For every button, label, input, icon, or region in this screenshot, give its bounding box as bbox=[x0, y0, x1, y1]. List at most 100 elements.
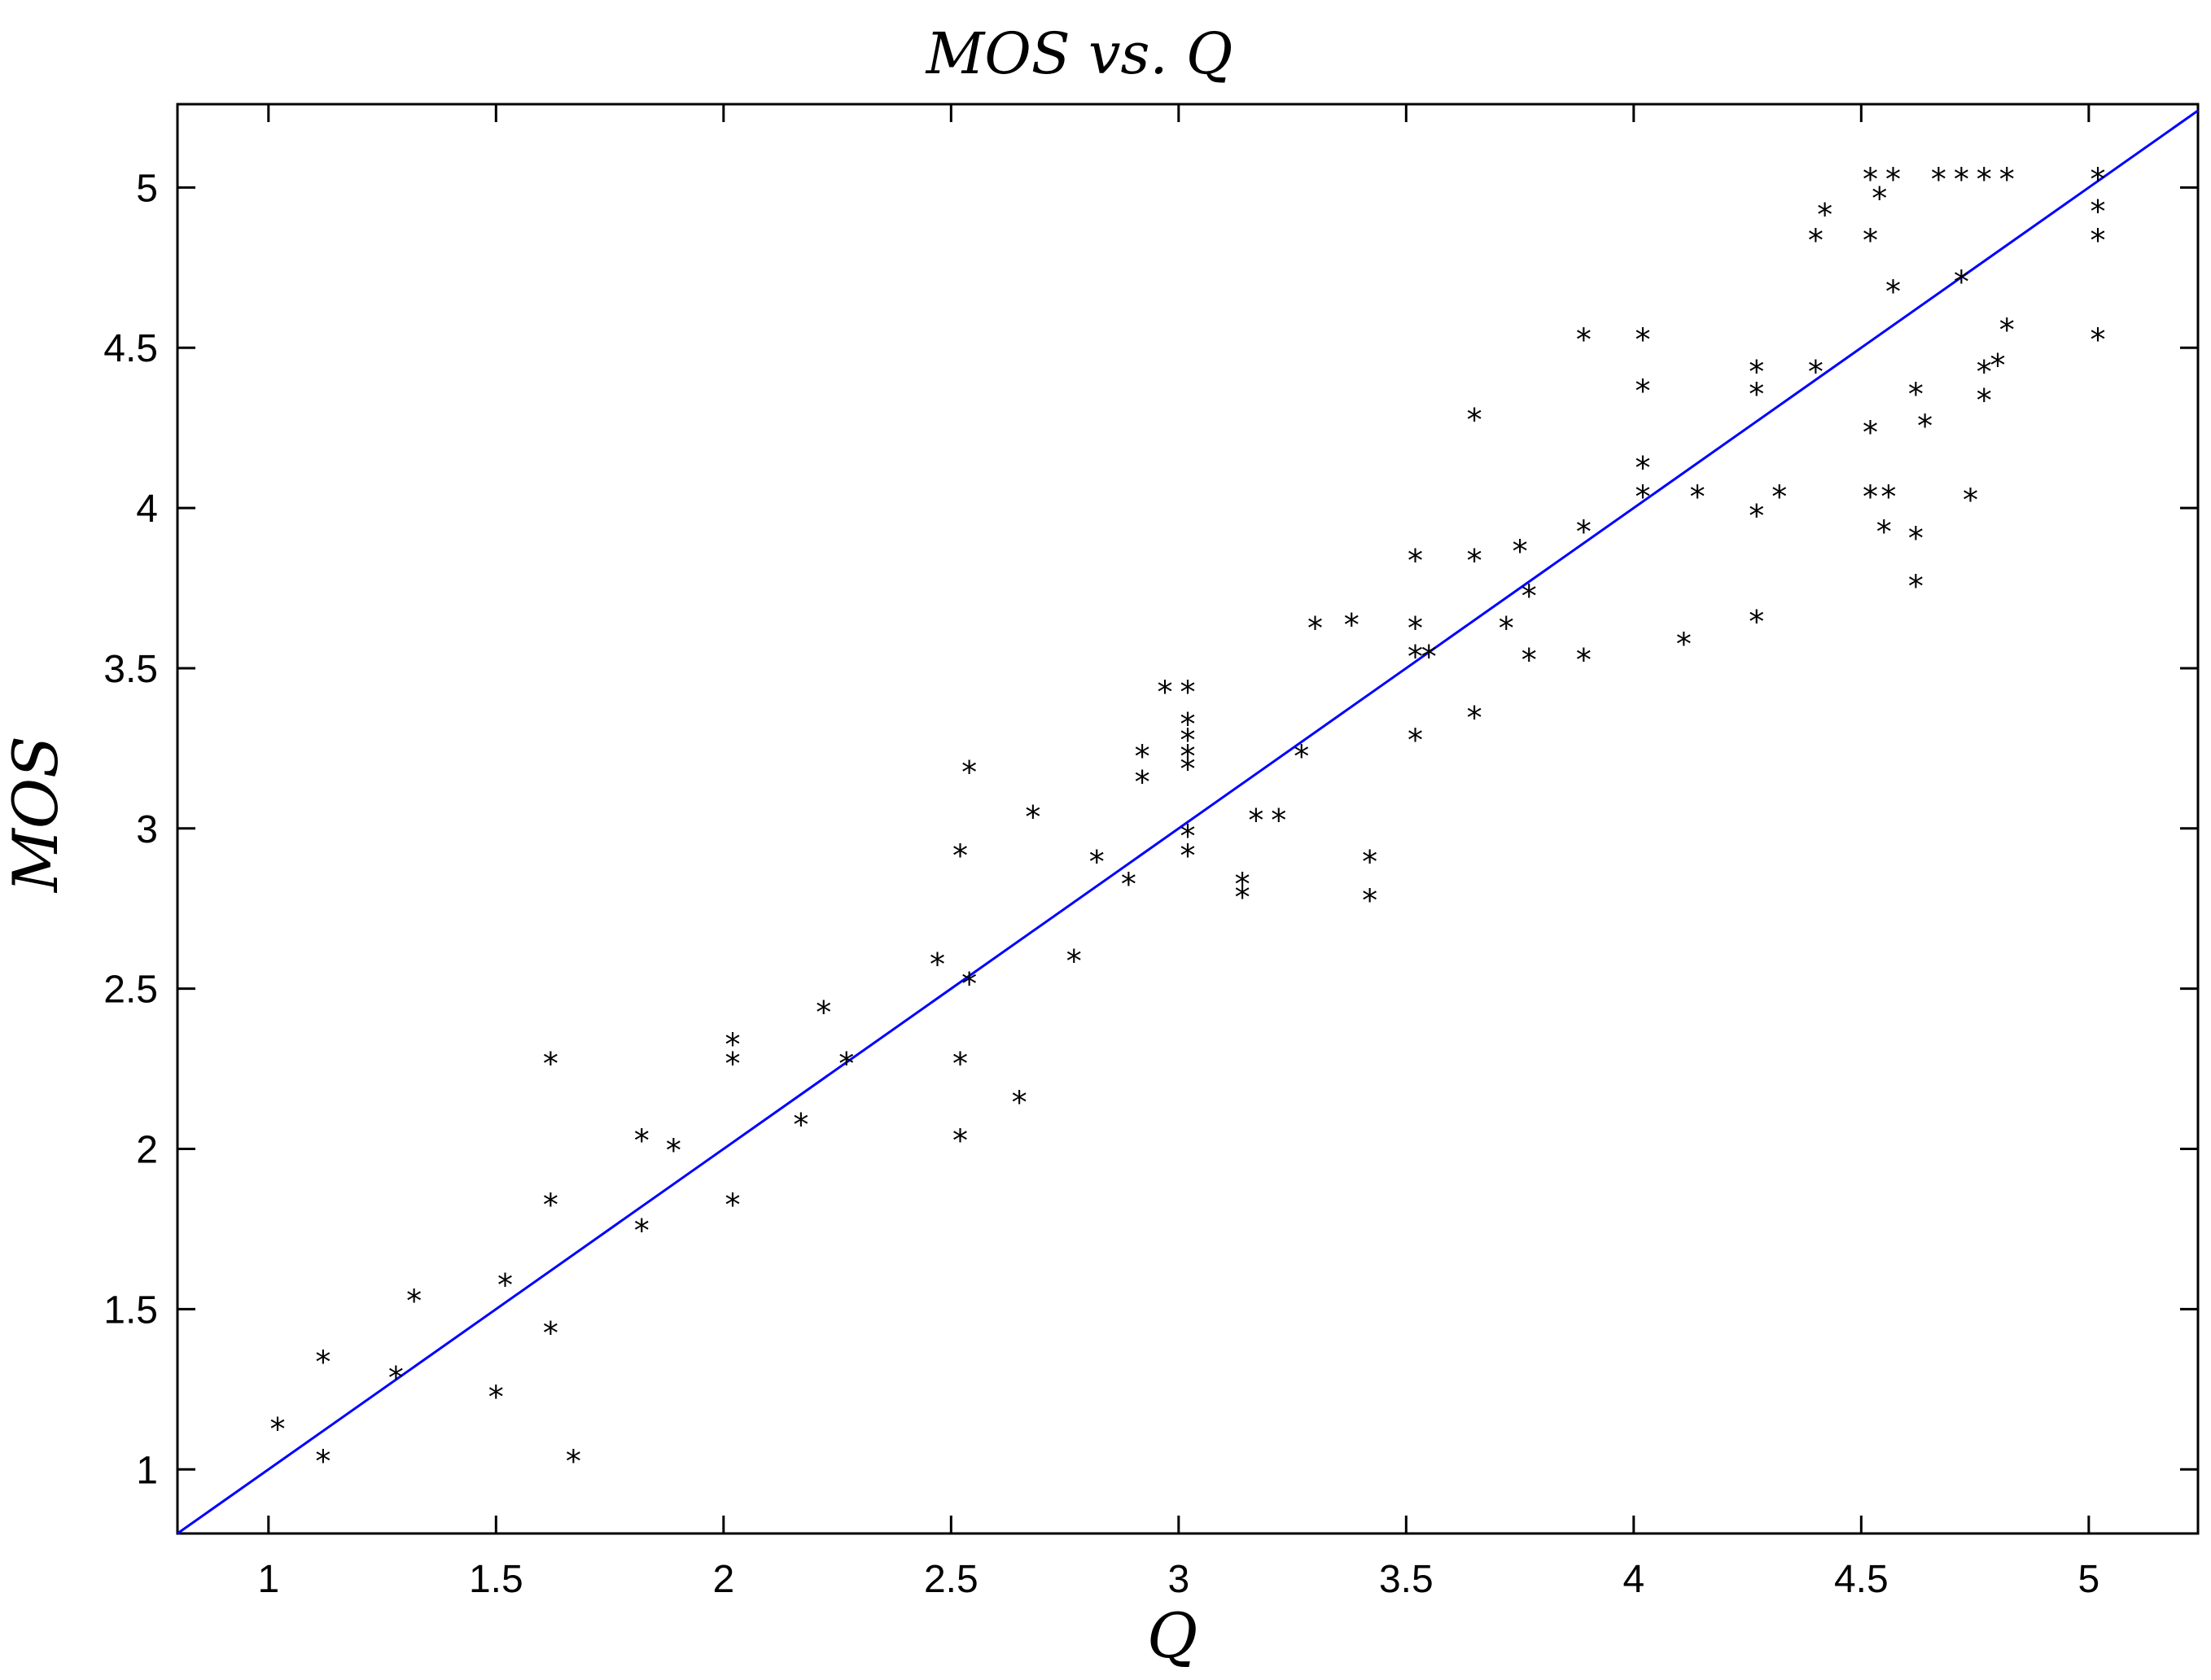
data-point: * bbox=[1408, 610, 1423, 646]
data-point: * bbox=[1863, 415, 1878, 451]
data-point: * bbox=[1180, 751, 1196, 787]
data-point: * bbox=[1421, 639, 1437, 675]
y-tick-label: 4 bbox=[136, 488, 158, 531]
data-point: * bbox=[406, 1284, 422, 1319]
regression-line bbox=[177, 109, 2199, 1535]
data-point: * bbox=[1467, 543, 1482, 579]
data-point: * bbox=[1908, 521, 1924, 557]
data-point: * bbox=[952, 1046, 968, 1082]
data-point: * bbox=[1180, 738, 1196, 774]
data-point: * bbox=[1235, 879, 1250, 915]
data-point: * bbox=[1025, 799, 1040, 835]
data-points: ********************************** ******… bbox=[269, 162, 2105, 1480]
data-point: * bbox=[1977, 383, 1992, 418]
x-tick-label: 4 bbox=[1622, 1558, 1644, 1601]
data-point: * bbox=[1012, 1084, 1027, 1120]
data-point: * bbox=[1635, 479, 1651, 514]
data-point: * bbox=[1089, 844, 1105, 880]
data-point: * bbox=[1271, 803, 1286, 838]
data-point: * bbox=[543, 1315, 558, 1351]
data-point: * bbox=[315, 1344, 331, 1380]
data-point: * bbox=[961, 755, 977, 790]
data-point: * bbox=[1676, 626, 1692, 662]
data-point: * bbox=[1635, 373, 1651, 409]
data-point: * bbox=[1863, 222, 1878, 258]
data-point: * bbox=[1408, 723, 1423, 759]
y-axis-label: MOS bbox=[0, 736, 72, 894]
data-point: * bbox=[1863, 162, 1878, 198]
data-point: * bbox=[1872, 181, 1887, 217]
data-point: * bbox=[2091, 194, 2106, 230]
chart-title: MOS vs. Q bbox=[925, 20, 1233, 87]
data-point: * bbox=[1467, 700, 1482, 736]
data-point: * bbox=[666, 1133, 681, 1169]
data-point: * bbox=[2091, 222, 2106, 258]
data-point: * bbox=[1908, 376, 1924, 412]
data-point: * bbox=[838, 1046, 854, 1082]
y-tick-label: 3 bbox=[136, 808, 158, 851]
x-tick-label: 2.5 bbox=[924, 1558, 979, 1601]
x-tick-label: 1.5 bbox=[469, 1558, 523, 1601]
x-axis-label: Q bbox=[1147, 1599, 1197, 1672]
x-tick-label: 3 bbox=[1167, 1558, 1189, 1601]
data-point: * bbox=[725, 1046, 740, 1082]
data-point: * bbox=[1749, 498, 1764, 534]
data-point: * bbox=[269, 1411, 285, 1447]
data-point: * bbox=[1158, 675, 1173, 711]
data-point: * bbox=[497, 1267, 513, 1303]
data-point: * bbox=[725, 1027, 740, 1063]
y-tick-label: 1 bbox=[136, 1449, 158, 1492]
data-point: * bbox=[1908, 569, 1924, 605]
plot-area-frame bbox=[176, 103, 2200, 1535]
data-point: * bbox=[543, 1046, 558, 1082]
data-point: * bbox=[1817, 197, 1832, 233]
data-point: * bbox=[1917, 409, 1933, 444]
data-point: * bbox=[1880, 479, 1896, 514]
y-tick-label: 4.5 bbox=[103, 327, 158, 370]
data-point: * bbox=[488, 1380, 504, 1415]
x-tick-label: 5 bbox=[2077, 1558, 2099, 1601]
data-point: * bbox=[1235, 867, 1250, 903]
data-point: * bbox=[1576, 322, 1591, 357]
data-point: * bbox=[1990, 348, 2006, 383]
data-point: * bbox=[1180, 819, 1196, 855]
data-point: * bbox=[634, 1213, 650, 1249]
data-point: * bbox=[2091, 322, 2106, 357]
data-point: * bbox=[1499, 610, 1514, 646]
data-point: * bbox=[1180, 723, 1196, 759]
data-point: * bbox=[1408, 639, 1423, 675]
y-tick-label: 2 bbox=[136, 1129, 158, 1172]
data-point: * bbox=[1963, 482, 1978, 518]
data-point: * bbox=[1876, 514, 1892, 550]
data-point: * bbox=[1954, 265, 1969, 300]
x-axis: 1 1.5 2 2.5 3 3.5 4 4.5 5 bbox=[257, 104, 2099, 1601]
data-point: * bbox=[1977, 354, 1992, 390]
data-point: * bbox=[1521, 578, 1537, 614]
x-tick-label: 1 bbox=[257, 1558, 279, 1601]
data-point: * bbox=[1808, 354, 1824, 390]
y-tick-label: 5 bbox=[136, 167, 158, 210]
data-point: * bbox=[1066, 943, 1082, 979]
data-point: * bbox=[1135, 764, 1150, 800]
data-point: * bbox=[1180, 675, 1196, 711]
data-point: * bbox=[1294, 738, 1309, 774]
data-point: * bbox=[1180, 707, 1196, 742]
data-point: * bbox=[1408, 543, 1423, 579]
y-axis: 1 1.5 2 2.5 3 3.5 4 4.5 5 bbox=[103, 167, 2198, 1492]
data-point: * bbox=[1749, 354, 1764, 390]
data-point: * bbox=[1635, 322, 1651, 357]
x-tick-label: 3.5 bbox=[1379, 1558, 1434, 1601]
data-point: * bbox=[1362, 844, 1377, 880]
data-point: * bbox=[1771, 479, 1787, 514]
data-point: * bbox=[1576, 514, 1591, 550]
data-point: * bbox=[1749, 604, 1764, 640]
data-point: * bbox=[1954, 162, 1969, 198]
data-point: * bbox=[793, 1107, 808, 1143]
data-point: * bbox=[1808, 222, 1824, 258]
data-point: * bbox=[1885, 162, 1901, 198]
data-point: * bbox=[1121, 867, 1136, 903]
data-point: * bbox=[566, 1443, 581, 1479]
data-point: * bbox=[1135, 738, 1150, 774]
